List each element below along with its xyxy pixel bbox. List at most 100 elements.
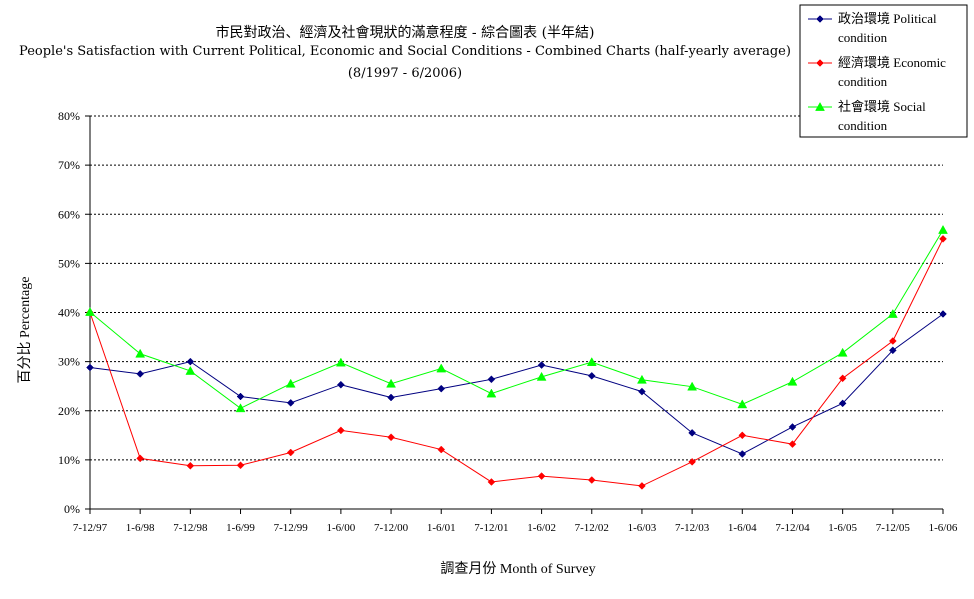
data-point — [86, 363, 94, 372]
data-point — [586, 357, 597, 366]
series-line — [89, 313, 944, 455]
y-tick-label: 70% — [58, 158, 80, 172]
data-point — [337, 426, 345, 435]
data-point — [688, 457, 696, 466]
data-point — [437, 445, 446, 454]
data-point — [637, 374, 647, 384]
data-point — [938, 224, 948, 234]
data-point — [838, 399, 847, 408]
y-tick-label: 50% — [58, 256, 80, 270]
legend-marker — [816, 15, 824, 23]
data-point — [738, 450, 747, 458]
x-tick-label: 7-12/98 — [173, 522, 208, 534]
x-tick-label: 1-6/06 — [929, 522, 958, 534]
x-tick-label: 7-12/03 — [675, 522, 710, 534]
axes: 0% 10% 20% 30% 40% 50% 60% 70% 80% 7-12/97 1-6/98 7… — [58, 109, 958, 534]
data-point — [135, 348, 146, 358]
data-point — [286, 399, 295, 407]
data-point — [939, 234, 947, 243]
legend-marker — [816, 59, 824, 67]
x-tick-label: 1-6/98 — [126, 522, 155, 534]
data-point — [888, 337, 897, 345]
data-point — [185, 365, 196, 375]
x-tick-label: 7-12/04 — [775, 522, 810, 534]
y-tick-label: 30% — [58, 355, 80, 369]
legend-label: 經濟環境 Economic — [838, 55, 946, 70]
legend-label: condition — [838, 74, 888, 89]
series-0 — [86, 310, 947, 458]
data-point — [939, 310, 947, 318]
x-tick-label: 7-12/99 — [274, 522, 309, 534]
gridlines — [90, 115, 943, 461]
data-point — [486, 388, 497, 398]
data-point — [638, 387, 646, 396]
data-point — [337, 380, 345, 389]
x-tick-label: 1-6/04 — [728, 522, 757, 534]
data-point — [587, 476, 596, 484]
data-point — [387, 433, 395, 442]
legend-box — [799, 4, 968, 138]
data-point — [837, 347, 848, 357]
data-point — [888, 346, 897, 355]
data-point — [236, 392, 245, 401]
data-point — [235, 403, 246, 413]
chart-title-chinese: 市民對政治、經濟及社會現狀的滿意程度 - 綜合圖表 (半年結) — [215, 25, 595, 41]
x-tick-label: 1-6/03 — [628, 522, 657, 534]
data-point — [838, 374, 847, 383]
data-point — [85, 306, 95, 316]
y-tick-label: 10% — [58, 453, 80, 467]
data-point — [487, 478, 496, 486]
data-point — [537, 472, 546, 480]
data-point — [236, 461, 245, 470]
x-tick-label: 7-12/02 — [575, 522, 609, 534]
series-line — [89, 238, 944, 487]
data-point — [887, 308, 898, 318]
chart-date-range: (8/1997 - 6/2006) — [347, 66, 463, 81]
legend-label: 政治環境 Political — [838, 11, 937, 26]
data-point — [536, 371, 547, 381]
legend: 政治環境 Political condition 經濟環境 Economic cond… — [799, 4, 968, 138]
y-tick-label: 40% — [58, 306, 80, 320]
data-point — [587, 372, 596, 380]
x-tick-label: 7-12/00 — [374, 522, 409, 534]
y-tick-label: 20% — [58, 404, 80, 418]
data-point — [487, 375, 496, 384]
x-tick-label: 1-6/99 — [226, 522, 255, 534]
x-tick-label: 7-12/97 — [73, 522, 108, 534]
data-point — [436, 363, 447, 373]
data-point — [136, 370, 145, 378]
data-point — [638, 482, 646, 490]
x-tick-label: 1-6/05 — [828, 522, 857, 534]
data-point — [186, 461, 195, 470]
y-tick-label: 60% — [58, 207, 80, 221]
chart-title-english: People's Satisfaction with Current Polit… — [19, 44, 791, 59]
data-point — [335, 357, 346, 367]
series-1 — [86, 234, 947, 490]
data-point — [386, 378, 396, 388]
series-layer — [85, 224, 948, 490]
x-tick-label: 7-12/01 — [474, 522, 508, 534]
legend-label: condition — [838, 30, 888, 45]
data-point — [788, 440, 797, 449]
legend-label: 社會環境 Social — [838, 99, 926, 114]
y-tick-label: 80% — [58, 109, 80, 123]
data-point — [687, 381, 698, 391]
data-point — [788, 423, 797, 431]
y-axis-label: 百分比 Percentage — [17, 277, 33, 384]
series-2 — [85, 224, 948, 413]
series-line — [89, 229, 944, 409]
data-point — [286, 448, 295, 457]
x-tick-label: 7-12/05 — [876, 522, 911, 534]
x-tick-label: 1-6/01 — [427, 522, 456, 534]
data-point — [787, 376, 798, 386]
x-axis-label: 調查月份 Month of Survey — [440, 561, 595, 577]
data-point — [136, 454, 145, 463]
data-point — [437, 384, 446, 393]
y-tick-label: 0% — [64, 502, 80, 516]
data-point — [688, 429, 696, 437]
data-point — [285, 378, 296, 388]
data-point — [186, 357, 195, 366]
legend-marker — [815, 101, 825, 111]
